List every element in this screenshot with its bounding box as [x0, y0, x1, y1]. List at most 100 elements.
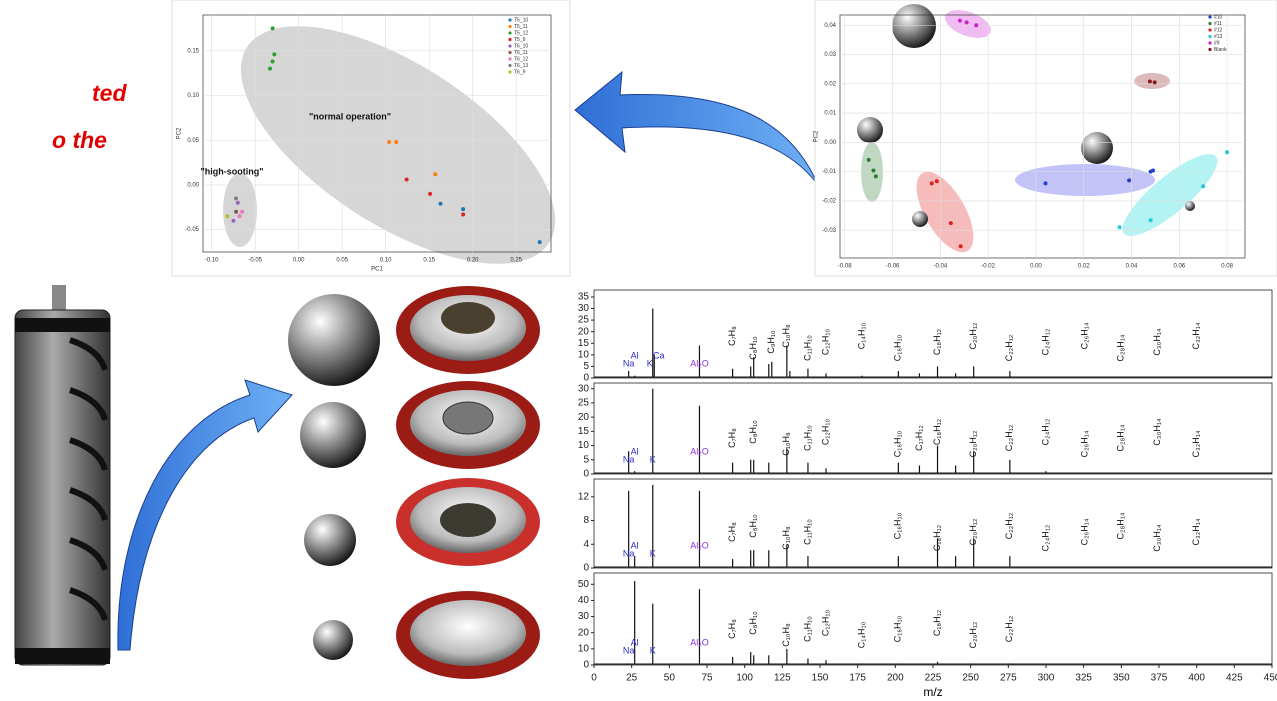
y-tick-label: 0.04: [824, 23, 836, 29]
peak-label: C₂₈H₁₄: [1116, 334, 1126, 361]
y-tick-label: -0.02: [822, 198, 836, 204]
caption-line: ted: [92, 80, 127, 106]
peak-label: C₁₈H₁₂: [932, 609, 942, 636]
legend-marker: [1208, 48, 1211, 51]
peak-label: C₇H₈: [727, 522, 737, 542]
peak-label: C₂₀H₁₂: [968, 621, 978, 648]
y-tick-label: 50: [578, 579, 590, 590]
legend-marker: [508, 44, 511, 47]
y-tick-label: 12: [578, 491, 590, 502]
x-tick-label: 150: [812, 673, 829, 684]
point: [461, 212, 465, 216]
y-tick-label: 5: [583, 454, 589, 465]
peak-label: Al₂O: [690, 446, 709, 456]
sampler-device: [15, 285, 110, 665]
x-tick-label: -0.02: [981, 264, 995, 270]
peak-label: C₈H₁₀: [748, 611, 758, 635]
y-tick-label: 35: [578, 292, 590, 303]
peak-label: C₇H₈: [727, 326, 737, 346]
point: [874, 174, 878, 178]
peak-label: C₁₆H₁₀: [893, 431, 903, 458]
x-axis-label: m/z: [923, 685, 942, 699]
point: [231, 219, 235, 223]
peak-label: C₁₄H₁₀: [857, 621, 867, 648]
point: [240, 210, 244, 214]
point: [930, 181, 934, 185]
y-axis-label: PC2: [177, 127, 183, 139]
peak-label: C₁₂H₁₀: [820, 329, 830, 356]
legend-marker: [1208, 41, 1211, 44]
peak-label: C₂₂H₁₂: [1004, 424, 1014, 451]
legend-label: T5_11: [514, 24, 528, 30]
y-tick-label: 4: [583, 539, 589, 550]
x-tick-label: 0.05: [336, 258, 348, 264]
y-tick-label: 0: [583, 373, 589, 384]
x-tick-label: 50: [664, 673, 676, 684]
legend-label: T6_10: [514, 43, 528, 49]
point: [405, 178, 409, 182]
point: [949, 221, 953, 225]
x-tick-label: 0.02: [1078, 264, 1090, 270]
peak-label: C₂₀H₁₂: [968, 322, 978, 349]
y-tick-label: 0.00: [187, 183, 199, 189]
x-tick-label: 200: [887, 673, 904, 684]
peak-label: C₂₆H₁₄: [1080, 518, 1090, 545]
x-tick-label: 125: [774, 673, 791, 684]
x-tick-label: 100: [736, 673, 753, 684]
point: [538, 240, 542, 244]
legend-marker: [508, 51, 511, 54]
x-tick-label: -0.10: [205, 258, 219, 264]
peak-label: C₃₀H₁₄: [1152, 418, 1162, 445]
point: [394, 140, 398, 144]
peak-label: C₃₀H₁₄: [1152, 328, 1162, 355]
peak-label: Ca: [653, 350, 665, 360]
legend-label: #11: [1214, 21, 1222, 27]
point: [268, 67, 272, 71]
x-tick-label: 350: [1113, 673, 1130, 684]
y-tick-label: 20: [578, 412, 590, 423]
x-tick-label: -0.04: [934, 264, 948, 270]
y-tick-label: 0.15: [187, 48, 199, 54]
peak-label: C₂₂H₁₂: [1004, 512, 1014, 539]
point: [1148, 79, 1152, 83]
peak-label: C₂₄H₁₂: [1040, 418, 1050, 445]
x-tick-label: 0.10: [380, 258, 392, 264]
y-tick-label: 25: [578, 398, 590, 409]
y-axis-label: PC2: [814, 130, 820, 142]
point: [238, 214, 242, 218]
y-tick-label: 0.00: [824, 140, 836, 146]
y-tick-label: 30: [578, 383, 590, 394]
y-tick-label: 10: [578, 440, 590, 451]
peak-label: C₂₈H₁₄: [1116, 512, 1126, 539]
y-tick-label: 20: [578, 326, 590, 337]
point: [1127, 178, 1131, 182]
y-tick-label: 30: [578, 611, 590, 622]
peak-label: C₇H₈: [727, 619, 737, 639]
peak-label: C₁₀H₈: [781, 324, 791, 348]
legend-label: T5_9: [514, 37, 526, 43]
x-tick-label: -0.08: [838, 264, 852, 270]
legend-label: T5_10: [514, 17, 528, 23]
peak-label: C₇H₈: [727, 428, 737, 448]
peak-label: C₂₀H₁₂: [968, 430, 978, 457]
peak-label: Al: [631, 350, 639, 360]
legend-marker: [508, 70, 511, 73]
legend-label: #12: [1214, 27, 1223, 33]
peak-label: K: [650, 454, 656, 464]
peak-label: C₂₆H₁₄: [1080, 430, 1090, 457]
peak-label: K: [650, 645, 656, 655]
pca-decor: [172, 0, 1277, 310]
peak-label: C₃₂H₁₄: [1191, 518, 1201, 545]
point: [272, 52, 276, 56]
point: [871, 168, 875, 172]
peak-label: C₂₈H₁₄: [1116, 424, 1126, 451]
peak-label: C₁₆H₁₀: [893, 513, 903, 540]
y-tick-label: 40: [578, 595, 590, 606]
peak-label: C₈H₁₀: [748, 514, 758, 538]
peak-label: C₂₂H₁₂: [1004, 334, 1014, 361]
point: [1118, 225, 1122, 229]
x-tick-label: 0.06: [1173, 264, 1185, 270]
x-tick-label: 400: [1188, 673, 1205, 684]
point: [935, 179, 939, 183]
legend-label: T6_12: [514, 56, 528, 62]
